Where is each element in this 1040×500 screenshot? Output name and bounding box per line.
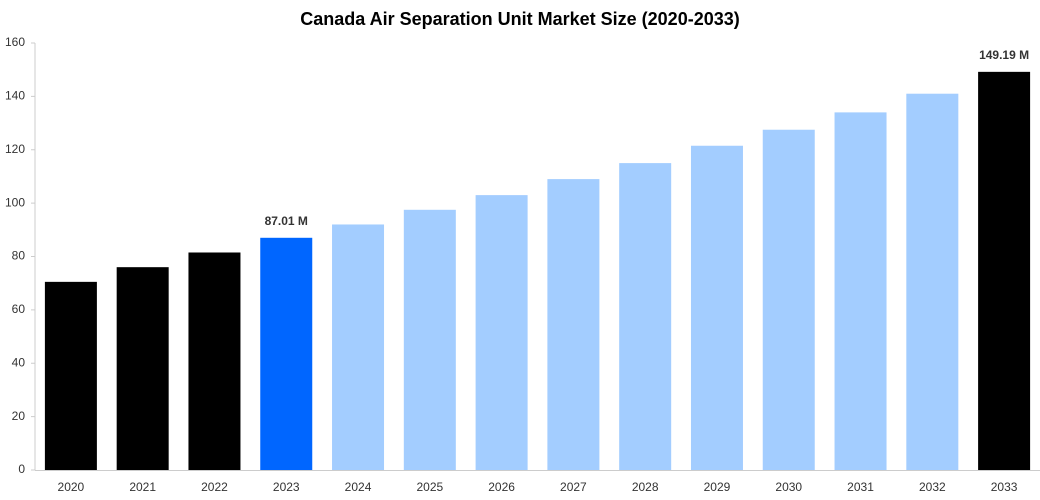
y-tick-label: 140 [5,89,25,103]
x-tick-label: 2026 [488,480,515,494]
bar [116,267,169,470]
x-tick-label: 2023 [273,480,300,494]
y-tick-label: 100 [5,195,25,209]
y-tick-label: 20 [12,409,26,423]
x-tick-label: 2025 [416,480,443,494]
y-tick-label: 120 [5,142,25,156]
bar [403,209,456,470]
value-label: 149.19 M [979,48,1029,62]
y-tick-label: 0 [18,462,25,476]
x-tick-label: 2030 [775,480,802,494]
bar [762,129,815,470]
bar [834,112,887,470]
y-tick-label: 60 [12,302,26,316]
bar [690,145,743,470]
x-tick-label: 2031 [847,480,874,494]
bar [332,224,385,470]
x-tick-label: 2024 [345,480,372,494]
y-tick-label: 40 [12,355,26,369]
x-tick-label: 2028 [632,480,659,494]
x-tick-label: 2021 [129,480,156,494]
x-tick-label: 2020 [58,480,85,494]
x-tick-label: 2033 [991,480,1018,494]
chart-title: Canada Air Separation Unit Market Size (… [300,9,740,29]
bar [44,281,97,470]
bar [547,179,600,470]
bar [978,71,1031,471]
value-label: 87.01 M [265,214,308,228]
y-tick-label: 160 [5,35,25,49]
bar [188,252,241,470]
x-tick-label: 2032 [919,480,946,494]
bar [619,163,672,470]
y-tick-label: 80 [12,249,26,263]
bar [260,237,313,470]
x-tick-label: 2029 [704,480,731,494]
x-tick-label: 2027 [560,480,587,494]
x-tick-label: 2022 [201,480,228,494]
bar [906,93,959,471]
bar [475,195,528,470]
